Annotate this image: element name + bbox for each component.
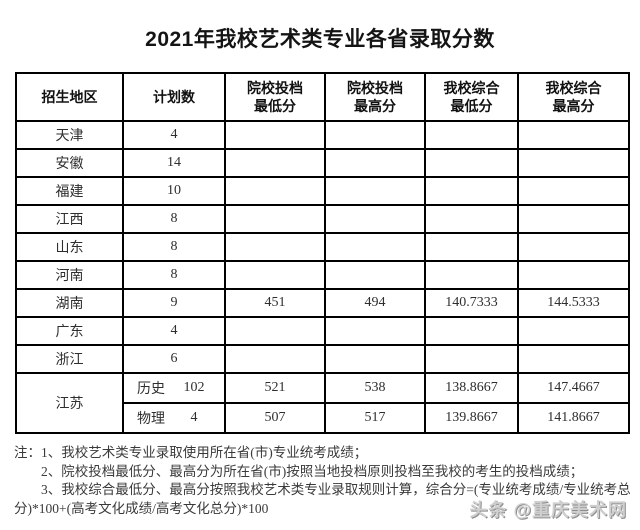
plan-count-cell: 10 [122, 176, 226, 206]
region-cell: 广东 [15, 316, 124, 346]
comp-max-cell: 147.4667 [517, 372, 630, 404]
file-max-cell [324, 232, 426, 262]
table-row: 江苏 历史 102 521 538 138.8667 147.4667 [15, 372, 630, 434]
file-max-cell: 538 [324, 372, 426, 404]
comp-max-cell [517, 344, 630, 374]
file-min-cell [224, 204, 326, 234]
file-max-cell [324, 316, 426, 346]
comp-max-cell: 141.8667 [517, 402, 630, 434]
file-max-cell [324, 260, 426, 290]
plan-count-cell: 4 [122, 316, 226, 346]
table-row: 天津 4 [15, 120, 630, 150]
track-plan-count: 102 [183, 380, 205, 395]
plan-count-cell: 历史 102 [122, 372, 226, 404]
comp-min-cell [424, 204, 519, 234]
file-min-cell [224, 260, 326, 290]
table-row: 物理 4 507 517 139.8667 141.8667 [16, 402, 630, 434]
file-max-cell [324, 120, 426, 150]
comp-max-cell [517, 120, 630, 150]
notes: 注：1、我校艺术类专业录取使用所在省(市)专业统考成绩； 2、院校投档最低分、最… [14, 444, 631, 518]
plan-count-cell: 6 [122, 344, 226, 374]
file-min-cell [224, 148, 326, 178]
comp-min-cell: 138.8667 [424, 372, 519, 404]
note-line: 注：1、我校艺术类专业录取使用所在省(市)专业统考成绩； [14, 445, 368, 460]
admission-scores-table: 招生地区 计划数 院校投档 最低分 院校投档 最高分 我校综合 最低分 我校综合 最高分… [15, 72, 630, 434]
region-cell: 江西 [15, 204, 124, 234]
comp-max-cell [517, 260, 630, 290]
comp-max-cell [517, 148, 630, 178]
file-max-cell: 494 [324, 288, 426, 318]
table-header: 招生地区 计划数 院校投档 最低分 院校投档 最高分 我校综合 最低分 我校综合 最高分 [15, 72, 630, 122]
header-region: 招生地区 [15, 72, 124, 122]
track-plan-count: 4 [190, 410, 198, 425]
comp-min-cell [424, 232, 519, 262]
header-file-max: 院校投档 最高分 [324, 72, 426, 122]
plan-count-cell: 8 [122, 204, 226, 234]
region-cell: 天津 [15, 120, 124, 150]
file-max-cell [324, 344, 426, 374]
region-cell: 山东 [15, 232, 124, 262]
comp-max-cell [517, 232, 630, 262]
comp-min-cell [424, 148, 519, 178]
comp-min-cell [424, 344, 519, 374]
plan-count-cell: 8 [122, 260, 226, 290]
table-row: 广东 4 [15, 316, 630, 346]
plan-count-cell: 4 [122, 120, 226, 150]
comp-min-cell [424, 260, 519, 290]
comp-max-cell [517, 176, 630, 206]
table-row: 山东 8 [15, 232, 630, 262]
file-min-cell [224, 176, 326, 206]
file-max-cell [324, 176, 426, 206]
plan-count-cell: 物理 4 [122, 402, 226, 434]
file-min-cell [224, 344, 326, 374]
header-comp-min: 我校综合 最低分 [424, 72, 519, 122]
file-min-cell [224, 120, 326, 150]
header-plan-count: 计划数 [122, 72, 226, 122]
comp-max-cell [517, 204, 630, 234]
table-body: 天津 4 安徽 14 福建 10 江西 8 山东 8 河南 8 湖南 9 451 494 140.7333 144… [15, 120, 630, 434]
track-label: 历史 [137, 382, 165, 397]
note-line: 2、院校投档最低分、最高分为所在省(市)按照当地投档原则投档至我校的考生的投档成… [41, 463, 584, 479]
region-cell: 安徽 [15, 148, 124, 178]
watermark: 头条 @重庆美术网 [469, 500, 627, 520]
table-row: 福建 10 [15, 176, 630, 206]
region-cell: 福建 [15, 176, 124, 206]
file-min-cell: 451 [224, 288, 326, 318]
region-cell: 湖南 [15, 288, 124, 318]
table-row: 安徽 14 [15, 148, 630, 178]
region-cell: 江苏 [15, 372, 124, 434]
page-title: 2021年我校艺术类专业各省录取分数 [145, 28, 495, 51]
table-row: 湖南 9 451 494 140.7333 144.5333 [15, 288, 630, 318]
file-max-cell [324, 204, 426, 234]
file-min-cell [224, 232, 326, 262]
file-min-cell: 507 [224, 402, 326, 434]
file-min-cell: 521 [224, 372, 326, 404]
file-min-cell [224, 316, 326, 346]
table-row: 江西 8 [15, 204, 630, 234]
track-label: 物理 [137, 412, 165, 427]
header-row: 招生地区 计划数 院校投档 最低分 院校投档 最高分 我校综合 最低分 我校综合 最高分 [15, 72, 630, 122]
file-max-cell [324, 148, 426, 178]
plan-count-cell: 8 [122, 232, 226, 262]
note-line: 分)*100+(高考文化成绩/高考文化总分)*100 [14, 500, 269, 516]
comp-min-cell: 140.7333 [424, 288, 519, 318]
header-comp-max: 我校综合 最高分 [517, 72, 630, 122]
comp-min-cell [424, 120, 519, 150]
file-max-cell: 517 [324, 402, 426, 434]
note-line: 3、我校综合最低分、最高分按照我校艺术类专业录取规则计算，综合分=(专业统考成绩… [41, 482, 631, 497]
table-row: 河南 8 [15, 260, 630, 290]
header-file-min: 院校投档 最低分 [224, 72, 326, 122]
comp-max-cell [517, 316, 630, 346]
comp-min-cell: 139.8667 [424, 402, 519, 434]
comp-min-cell [424, 316, 519, 346]
region-cell: 浙江 [15, 344, 124, 374]
comp-min-cell [424, 176, 519, 206]
plan-count-cell: 9 [122, 288, 226, 318]
comp-max-cell: 144.5333 [517, 288, 630, 318]
region-cell: 河南 [15, 260, 124, 290]
plan-count-cell: 14 [122, 148, 226, 178]
table-row: 浙江 6 [15, 344, 630, 374]
